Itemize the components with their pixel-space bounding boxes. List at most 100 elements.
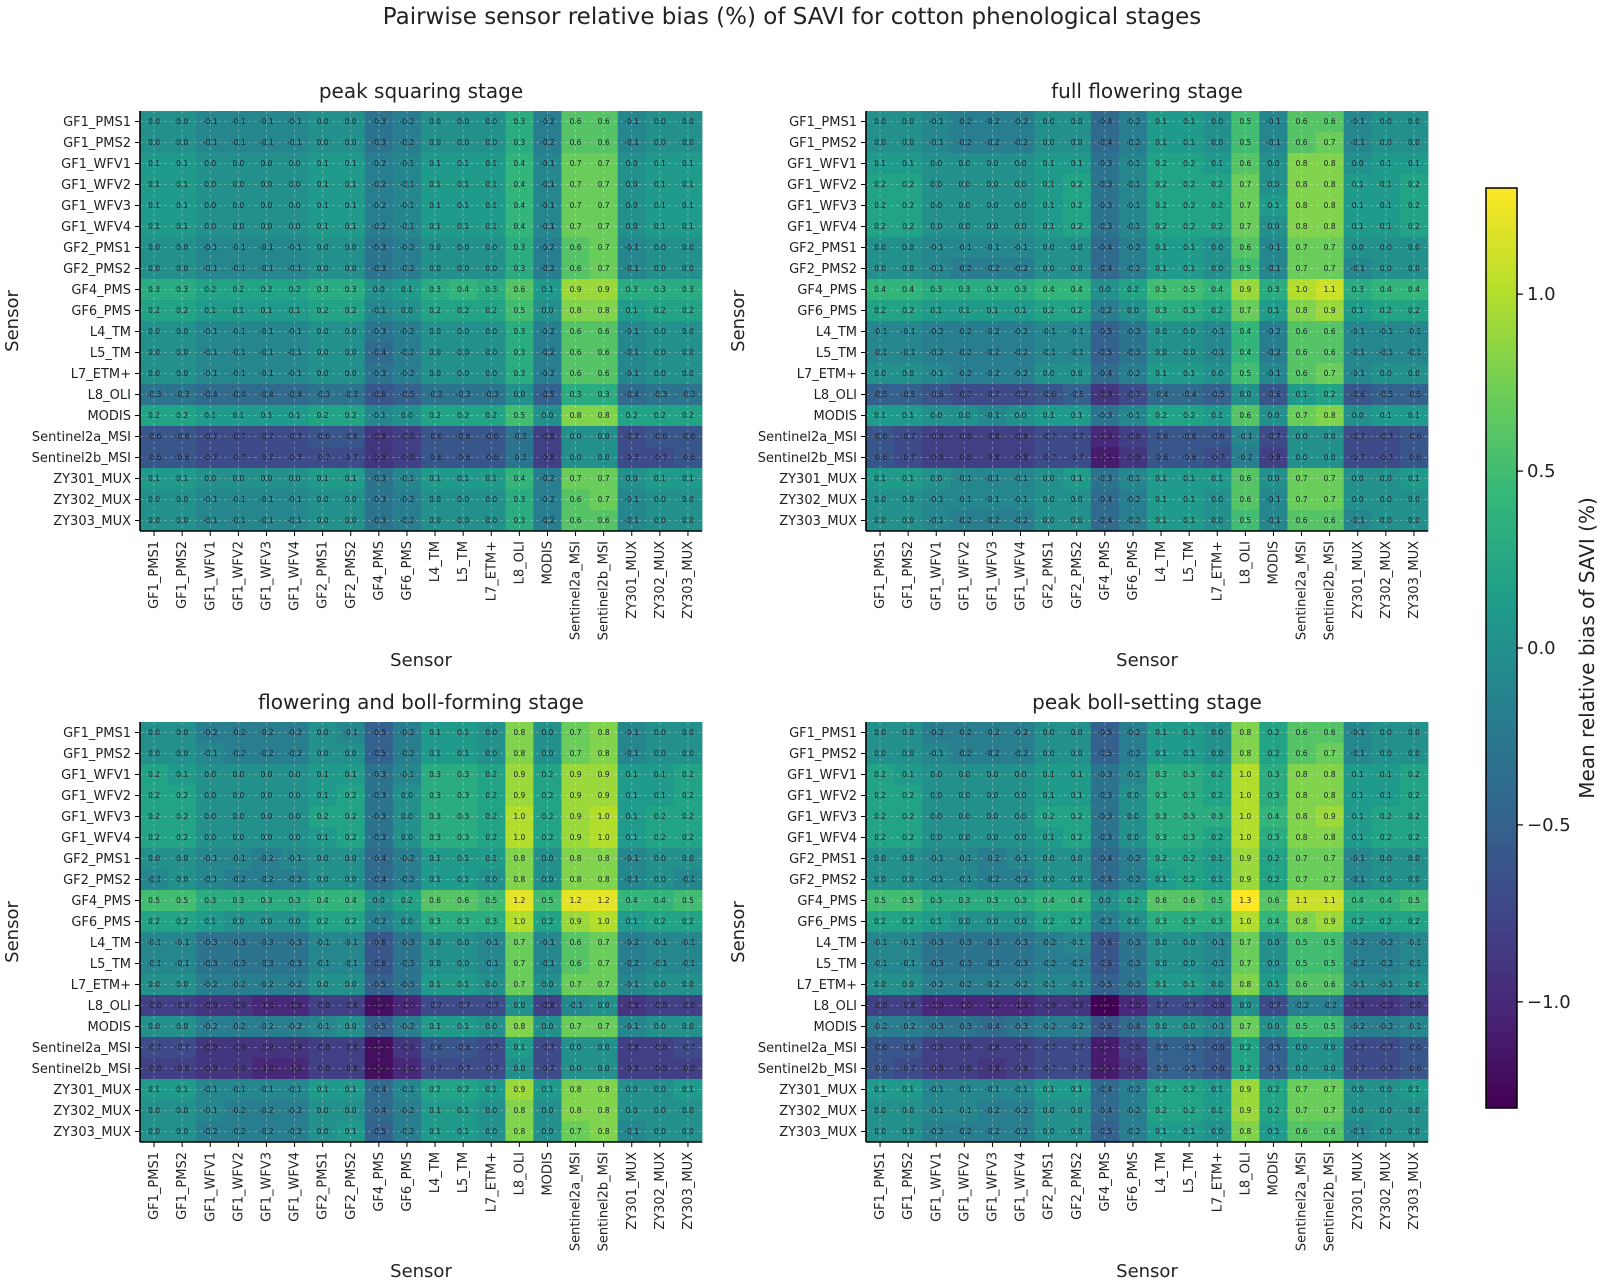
cell-value-label: -0.9 <box>372 432 387 441</box>
cell-value-label: -0.2 <box>985 1106 1000 1115</box>
heatmap-cell <box>1259 1037 1288 1059</box>
cell-value-label: 0.1 <box>176 159 188 168</box>
heatmap-cell <box>617 869 647 891</box>
cell-value-label: -0.2 <box>1069 1022 1084 1031</box>
cell-value-label: 0.2 <box>289 285 301 294</box>
cell-value-label: -0.1 <box>873 959 888 968</box>
cell-value-label: -0.2 <box>231 749 246 758</box>
panel-title: flowering and boll-forming stage <box>258 690 584 714</box>
heatmap-cell <box>894 953 923 975</box>
x-tick-label: GF1_PMS1 <box>873 541 888 609</box>
cell-value-label: 0.0 <box>682 495 694 504</box>
heatmap-cell <box>477 806 506 828</box>
cell-value-label: -0.2 <box>957 980 972 989</box>
heatmap-cell <box>168 974 197 996</box>
cell-value-label: 0.2 <box>1211 306 1223 315</box>
heatmap-cell <box>673 363 703 385</box>
cell-value-label: -0.7 <box>1350 432 1365 441</box>
cell-value-label: 0.2 <box>1155 201 1167 210</box>
cell-value-label: 1.1 <box>1324 896 1336 905</box>
heatmap-cell <box>645 258 675 280</box>
heatmap-cell <box>364 848 394 870</box>
cell-value-label: 0.2 <box>1127 285 1139 294</box>
cell-value-label: 0.1 <box>232 411 244 420</box>
heatmap-cell <box>561 743 590 765</box>
cell-value-label: 0.0 <box>232 201 244 210</box>
heatmap-cell <box>196 384 225 406</box>
cell-value-label: 0.1 <box>1352 833 1364 842</box>
cell-value-label: 0.7 <box>1324 1106 1336 1115</box>
heatmap-cell <box>1175 869 1204 891</box>
heatmap-cell <box>1034 342 1064 364</box>
heatmap-cell <box>1006 1079 1035 1101</box>
heatmap-cell <box>589 405 619 427</box>
heatmap-cell <box>280 132 309 154</box>
cell-value-label: 1.1 <box>1324 285 1336 294</box>
cell-value-label: -0.1 <box>901 938 916 947</box>
cell-value-label: 0.0 <box>682 369 694 378</box>
heatmap-cell <box>168 953 197 975</box>
heatmap-cell <box>280 932 309 954</box>
heatmap-cell <box>140 153 169 175</box>
heatmap-cell <box>1231 426 1260 448</box>
cell-value-label: -0.1 <box>203 854 218 863</box>
cell-value-label: 0.0 <box>1155 327 1167 336</box>
heatmap-cell <box>449 216 478 238</box>
cell-value-label: -0.2 <box>1126 117 1141 126</box>
cell-value-label: 0.0 <box>1155 959 1167 968</box>
cell-value-label: 0.0 <box>1043 138 1055 147</box>
cell-value-label: -0.1 <box>985 1085 1000 1094</box>
heatmap-cell <box>866 764 895 786</box>
cell-value-label: -0.1 <box>1069 327 1084 336</box>
heatmap-cell <box>1175 111 1204 133</box>
x-tick-label: L4_TM <box>1154 1152 1169 1193</box>
cell-value-label: -0.2 <box>372 917 387 926</box>
cell-value-label: 0.8 <box>598 875 610 884</box>
heatmap-cell <box>280 1100 309 1122</box>
cell-value-label: -0.3 <box>681 390 696 399</box>
heatmap-cell <box>533 1079 562 1101</box>
cell-value-label: 0.2 <box>1324 390 1336 399</box>
heatmap-cell <box>589 132 619 154</box>
heatmap-cell <box>1034 489 1064 511</box>
cell-value-label: -0.3 <box>1098 770 1113 779</box>
cell-value-label: -0.2 <box>400 243 415 252</box>
cell-value-label: 0.0 <box>1043 117 1055 126</box>
cell-value-label: 0.6 <box>1324 348 1336 357</box>
heatmap-cell <box>1315 1037 1345 1059</box>
cell-value-label: 0.0 <box>289 791 301 800</box>
cell-value-label: 0.0 <box>1127 791 1139 800</box>
cell-value-label: -0.1 <box>203 348 218 357</box>
heatmap-cell <box>561 111 590 133</box>
cell-value-label: -0.8 <box>1407 1001 1422 1010</box>
cell-value-label: 0.2 <box>654 306 666 315</box>
heatmap-cell <box>645 321 675 343</box>
heatmap-cell <box>308 890 338 912</box>
x-tick-label: GF1_WFV2 <box>957 1152 972 1222</box>
x-tick-label: ZY303_MUX <box>681 1152 696 1230</box>
cell-value-label: 0.0 <box>598 453 610 462</box>
cell-labels: 0.0 0.0 -0.1 -0.1 -0.1 -0.1 0.0 0.0 -0.3 -0.2 0.0 0… <box>147 117 696 525</box>
heatmap-cell <box>392 869 422 891</box>
cell-value-label: 0.0 <box>654 516 666 525</box>
cell-value-label: 0.0 <box>902 138 914 147</box>
heatmap-cell <box>561 468 590 490</box>
heatmap-cell <box>645 890 675 912</box>
heatmap-cell <box>1231 1016 1260 1038</box>
heatmap-cell <box>1371 827 1401 849</box>
heatmap-cell <box>1343 174 1373 196</box>
heatmap-cell <box>866 258 895 280</box>
x-tick-label: L7_ETM+ <box>1210 541 1225 601</box>
heatmap-cell <box>1034 932 1064 954</box>
heatmap-cell <box>308 300 338 322</box>
cell-value-label: 0.0 <box>317 728 329 737</box>
heatmap-cell <box>894 363 923 385</box>
heatmap-cell <box>1371 932 1401 954</box>
y-tick-label: GF4_PMS <box>71 894 131 909</box>
cell-value-label: -0.7 <box>343 453 358 462</box>
cell-value-label: 0.0 <box>1211 728 1223 737</box>
heatmap-cell <box>421 1037 450 1059</box>
cell-value-label: 0.5 <box>1408 896 1420 905</box>
cell-value-label: 0.1 <box>1380 180 1392 189</box>
heatmap-cell <box>978 890 1007 912</box>
